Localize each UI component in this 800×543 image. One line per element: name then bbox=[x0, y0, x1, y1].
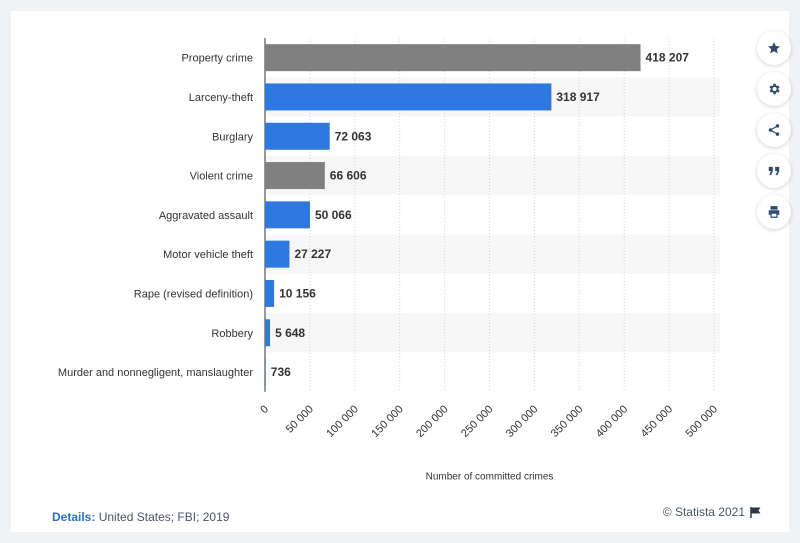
data-label: 10 156 bbox=[279, 286, 316, 300]
data-label: 72 063 bbox=[335, 129, 372, 143]
statista-credit[interactable]: © Statista 2021 bbox=[663, 505, 762, 519]
data-label: 5 648 bbox=[275, 326, 305, 340]
category-label: Violent crime bbox=[190, 171, 253, 183]
star-icon bbox=[768, 42, 780, 54]
data-label: 50 066 bbox=[315, 208, 352, 222]
details-text[interactable]: United States; FBI; 2019 bbox=[98, 510, 230, 524]
bar bbox=[265, 358, 266, 386]
bar bbox=[265, 279, 275, 307]
category-label: Motor vehicle theft bbox=[163, 249, 253, 261]
category-label: Aggravated assault bbox=[159, 210, 253, 222]
data-label: 318 917 bbox=[556, 90, 600, 104]
settings-button[interactable] bbox=[757, 72, 791, 106]
data-label: 736 bbox=[271, 365, 291, 379]
print-button[interactable] bbox=[757, 195, 791, 229]
x-tick-label: 500 000 bbox=[684, 403, 721, 440]
category-label: Murder and nonnegligent, manslaughter bbox=[58, 367, 253, 379]
favorite-button[interactable] bbox=[757, 31, 791, 65]
bar bbox=[265, 240, 290, 268]
bar-chart: 418 207 Property crime 318 917 Larceny-thef… bbox=[58, 38, 721, 483]
x-tick-label: 200 000 bbox=[414, 403, 451, 440]
row-band bbox=[265, 234, 720, 274]
flag-icon bbox=[750, 507, 761, 518]
x-tick-label: 350 000 bbox=[549, 403, 586, 440]
data-label: 27 227 bbox=[294, 247, 331, 261]
bar bbox=[265, 122, 330, 150]
row-band bbox=[265, 313, 720, 353]
bar bbox=[265, 83, 552, 111]
bar bbox=[265, 201, 310, 229]
x-tick-label: 450 000 bbox=[639, 403, 676, 440]
x-tick-label: 50 000 bbox=[284, 403, 316, 435]
x-tick-label: 100 000 bbox=[324, 403, 361, 440]
x-tick-label: 300 000 bbox=[504, 403, 541, 440]
x-tick-label: 250 000 bbox=[459, 403, 496, 440]
credit-text: © Statista 2021 bbox=[662, 505, 745, 519]
cite-button[interactable] bbox=[757, 154, 791, 188]
data-label: 418 207 bbox=[646, 51, 690, 65]
chart-card: 418 207 Property crime 318 917 Larceny-thef… bbox=[11, 11, 791, 532]
x-tick-label: 150 000 bbox=[369, 403, 406, 440]
category-label: Larceny-theft bbox=[189, 92, 253, 104]
x-tick-label: 400 000 bbox=[594, 403, 631, 440]
source-details: Details: United States; FBI; 2019 bbox=[52, 510, 229, 524]
row-band bbox=[265, 155, 720, 196]
share-button[interactable] bbox=[757, 113, 791, 147]
category-label: Burglary bbox=[212, 131, 253, 143]
x-tick-label: 0 bbox=[258, 403, 271, 416]
bar bbox=[265, 44, 641, 72]
gear-icon bbox=[769, 83, 780, 95]
category-label: Robbery bbox=[211, 328, 253, 340]
category-label: Rape (revised definition) bbox=[134, 288, 253, 300]
bar bbox=[265, 162, 325, 190]
print-icon bbox=[768, 206, 780, 218]
x-axis-title: Number of committed crimes bbox=[426, 472, 554, 483]
data-label: 66 606 bbox=[330, 169, 367, 183]
bar bbox=[265, 319, 271, 347]
quote-icon bbox=[768, 166, 780, 176]
share-icon bbox=[768, 124, 780, 136]
details-label: Details: bbox=[52, 510, 96, 524]
chart-toolbar bbox=[757, 31, 791, 229]
category-label: Property crime bbox=[181, 53, 253, 65]
